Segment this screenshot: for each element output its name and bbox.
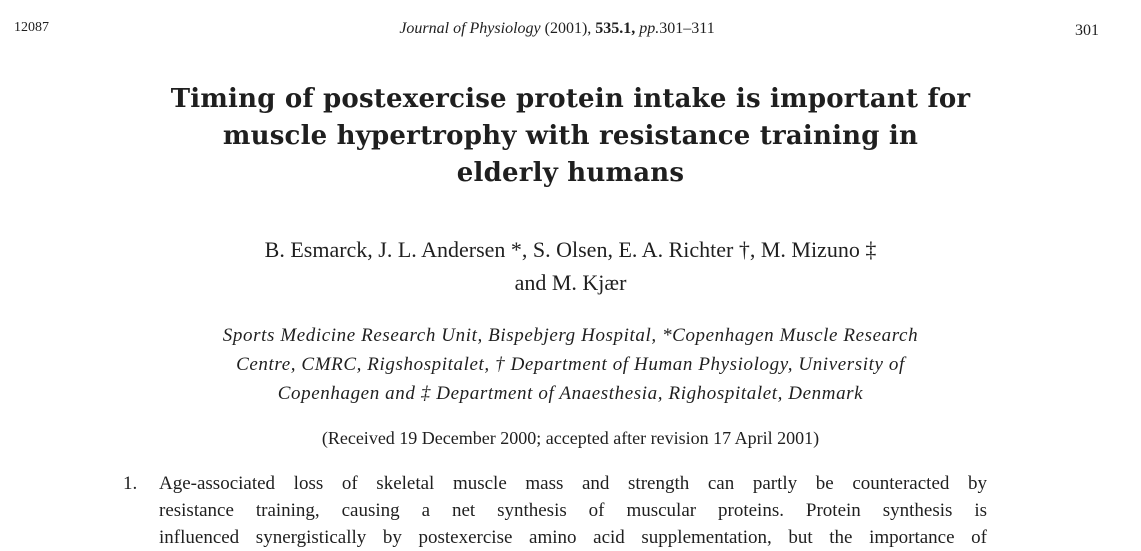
abstract-line: influenced synergistically by postexerci… — [159, 527, 987, 548]
journal-name: Journal of Physiology — [399, 20, 541, 37]
article-title: Timing of postexercise protein intake is… — [150, 81, 991, 192]
abstract-text: Age-associated loss of skeletal muscle m… — [159, 470, 987, 551]
affiliation-line: Copenhagen and ‡ Department of Anaesthes… — [277, 383, 864, 404]
abstract-line: Age-associated loss of skeletal muscle m… — [159, 473, 987, 494]
running-head: Journal of Physiology (2001), 535.1, pp.… — [0, 20, 1114, 38]
received-dates: (Received 19 December 2000; accepted aft… — [321, 428, 820, 448]
page-number: 301 — [1075, 22, 1099, 39]
title-line: muscle hypertrophy with resistance train… — [222, 121, 919, 151]
pages-prefix: pp. — [639, 20, 660, 37]
affiliation-line: Centre, CMRC, Rigshospitalet, † Departme… — [236, 354, 905, 375]
author-list: B. Esmarck, J. L. Andersen *, S. Olsen, … — [150, 233, 991, 299]
journal-pages: 301–311 — [659, 20, 715, 37]
abstract-item-number: 1. — [123, 473, 138, 494]
title-line: elderly humans — [456, 158, 685, 188]
journal-volume: 535.1, — [595, 20, 636, 37]
abstract-line: resistance training, causing a net synth… — [159, 500, 987, 521]
affiliation-line: Sports Medicine Research Unit, Bispebjer… — [222, 325, 919, 346]
manuscript-id: 12087 — [14, 20, 49, 35]
journal-year: (2001), — [544, 20, 592, 37]
affiliations: Sports Medicine Research Unit, Bispebjer… — [150, 321, 991, 408]
title-line: Timing of postexercise protein intake is… — [170, 84, 971, 114]
author-line: B. Esmarck, J. L. Andersen *, S. Olsen, … — [264, 237, 877, 262]
author-line: and M. Kjær — [514, 270, 627, 295]
